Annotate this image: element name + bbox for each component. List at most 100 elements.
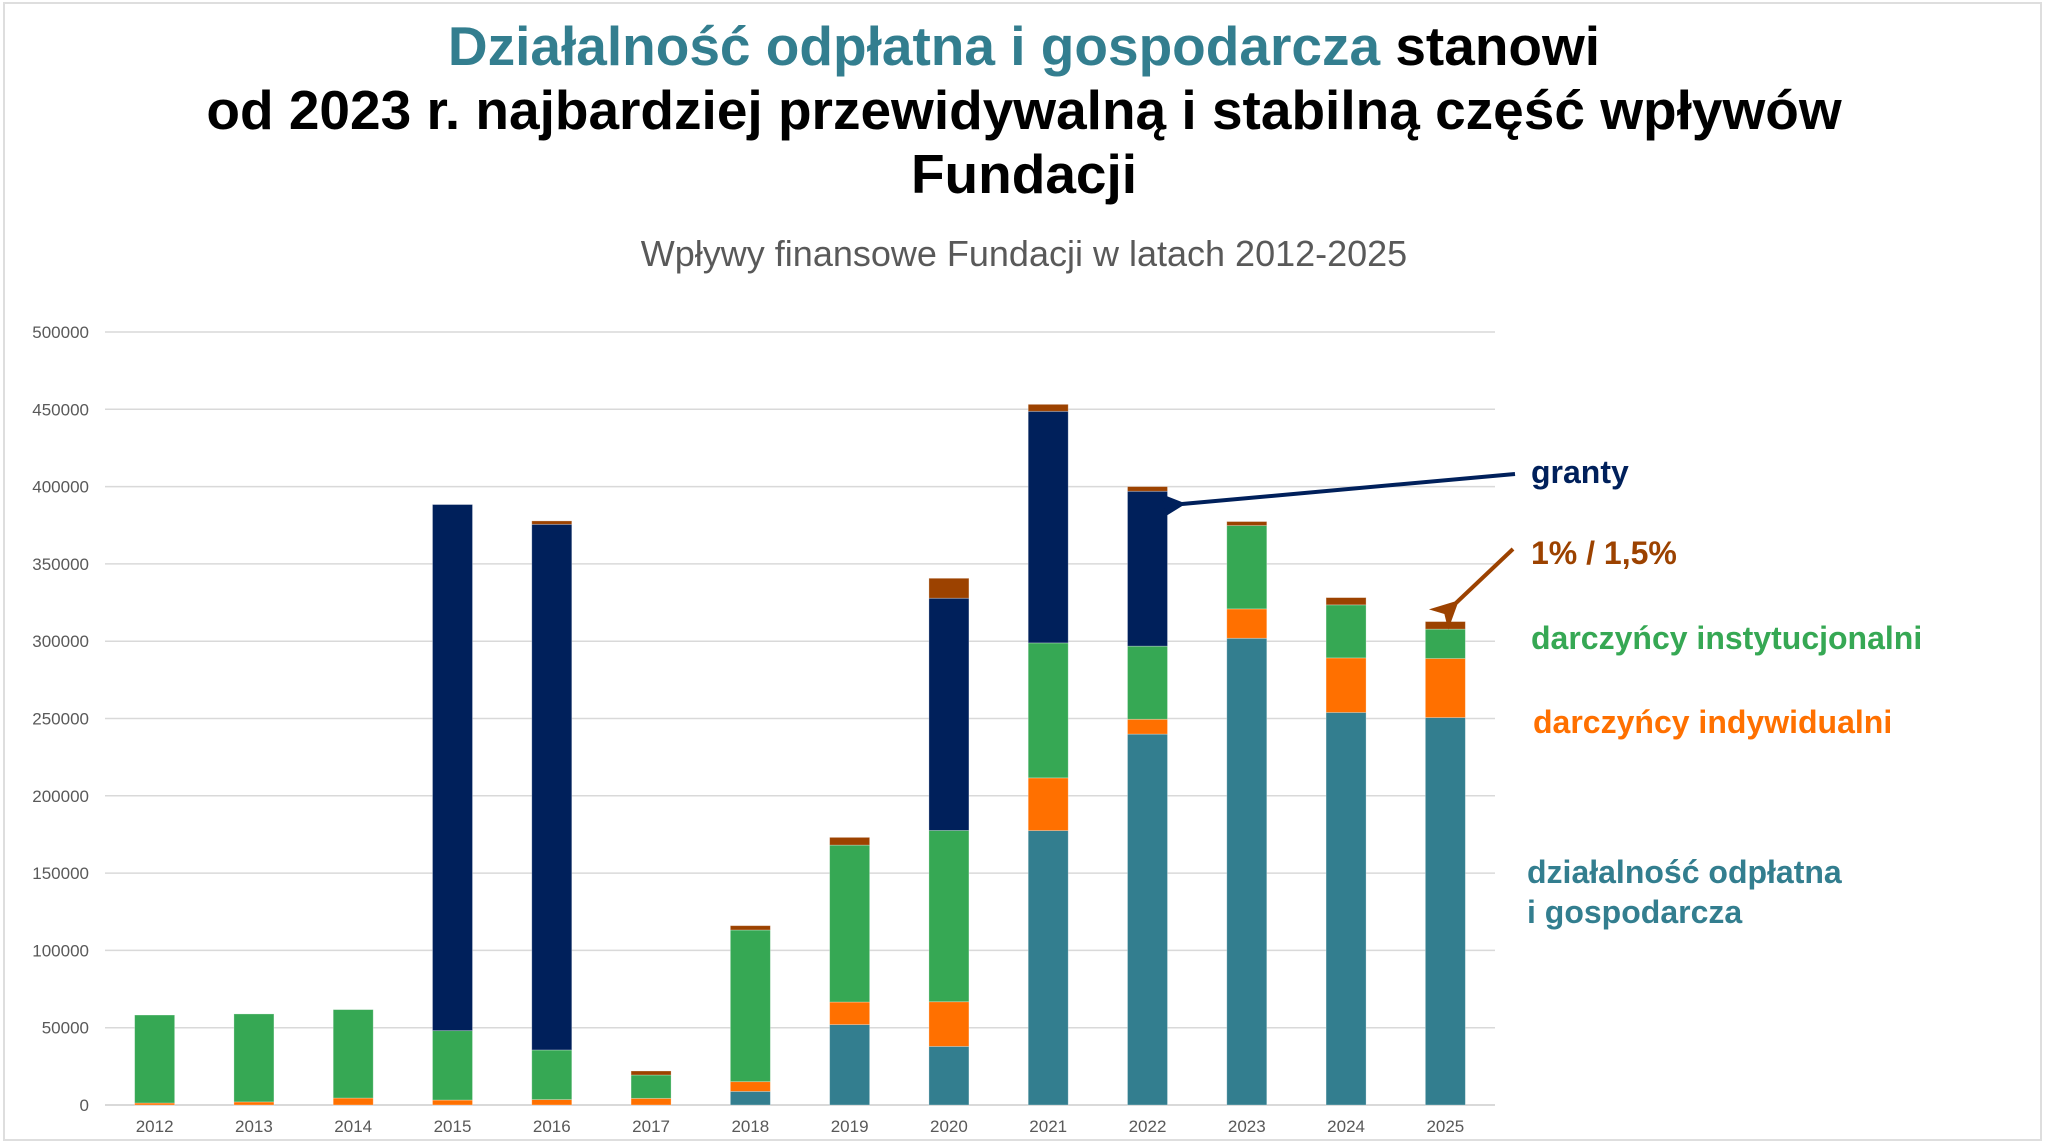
bar-segment-2019-series-4 bbox=[829, 836, 871, 846]
bar-segment-2021-series-2 bbox=[1027, 642, 1069, 779]
x-tick-label: 2024 bbox=[1327, 1117, 1365, 1136]
bar-segment-2025-series-2 bbox=[1424, 628, 1466, 659]
bar-segment-2019-series-1 bbox=[829, 1001, 871, 1026]
x-tick-label: 2017 bbox=[632, 1117, 670, 1136]
bar-segment-2016-series-4 bbox=[531, 520, 573, 525]
bar-stack-2023 bbox=[1226, 521, 1268, 1106]
bar-segment-2017-series-4 bbox=[630, 1070, 672, 1076]
bar-segment-2023-series-0 bbox=[1226, 637, 1268, 1106]
headline-line-3: Fundacji bbox=[910, 143, 1138, 205]
bar-segment-2023-series-2 bbox=[1226, 525, 1268, 610]
bar-segment-2022-series-0 bbox=[1127, 733, 1168, 1106]
bar-stack-2022 bbox=[1127, 486, 1168, 1106]
granty-arrow bbox=[1156, 472, 1516, 521]
x-tick-label: 2020 bbox=[930, 1117, 968, 1136]
bar-segment-2022-series-3 bbox=[1127, 490, 1168, 647]
bar-segment-2017-series-1 bbox=[630, 1097, 672, 1106]
y-tick-label: 100000 bbox=[32, 941, 89, 960]
chart-title: Wpływy finansowe Fundacji w latach 2012-… bbox=[640, 233, 1408, 274]
x-tick-label: 2019 bbox=[831, 1117, 869, 1136]
x-tick-label: 2023 bbox=[1228, 1117, 1266, 1136]
bar-segment-2024-series-4 bbox=[1325, 597, 1367, 606]
x-tick-label: 2022 bbox=[1129, 1117, 1167, 1136]
bar-segment-2022-series-1 bbox=[1127, 718, 1168, 735]
bar-segment-2016-series-2 bbox=[531, 1049, 573, 1100]
x-tick-label: 2021 bbox=[1029, 1117, 1067, 1136]
y-tick-label: 500000 bbox=[32, 323, 89, 342]
bar-segment-2020-series-2 bbox=[928, 830, 970, 1003]
bar-segment-2014-series-1 bbox=[332, 1097, 374, 1106]
x-tick-label: 2015 bbox=[434, 1117, 472, 1136]
bar-segment-2025-series-0 bbox=[1424, 717, 1466, 1106]
bar-segment-2022-series-2 bbox=[1127, 645, 1168, 720]
bar-segment-2016-series-1 bbox=[531, 1099, 573, 1106]
y-axis-ticks: 0 50000 100000 150000 200000 250000 300000 3500… bbox=[32, 323, 89, 1115]
bar-stack-2020 bbox=[928, 577, 970, 1106]
y-tick-label: 150000 bbox=[32, 864, 89, 883]
bar-segment-2015-series-3 bbox=[432, 504, 473, 1032]
bar-stack-2025 bbox=[1424, 621, 1466, 1106]
bar-segment-2016-series-3 bbox=[531, 523, 573, 1051]
annotation-arrows bbox=[1156, 472, 1516, 630]
bar-stack-2012 bbox=[134, 1014, 176, 1106]
bar-segment-2020-series-4 bbox=[928, 577, 970, 599]
bar-stack-2016 bbox=[531, 520, 573, 1106]
x-axis-ticks: 2012 2013 2014 2015 2016 2017 2018 2019 2020 2021… bbox=[136, 1117, 1465, 1136]
bar-segment-2020-series-1 bbox=[928, 1001, 970, 1047]
headline-accent: Działalność odpłatna i gospodarcza bbox=[447, 15, 1381, 77]
slide-frame bbox=[3, 2, 2042, 1141]
x-tick-label: 2012 bbox=[136, 1117, 174, 1136]
bar-stack-2013 bbox=[233, 1013, 275, 1106]
bar-segment-2020-series-3 bbox=[928, 597, 970, 831]
bar-stack-2015 bbox=[432, 504, 473, 1106]
bar-stack-2017 bbox=[630, 1070, 672, 1106]
bar-segment-2021-series-1 bbox=[1027, 777, 1069, 831]
x-tick-label: 2013 bbox=[235, 1117, 273, 1136]
gridlines bbox=[105, 331, 1495, 1106]
bar-segment-2014-series-2 bbox=[332, 1009, 374, 1099]
bar-segment-2019-series-0 bbox=[829, 1024, 871, 1106]
bar-segment-2021-series-3 bbox=[1027, 410, 1069, 644]
bar-segment-2024-series-0 bbox=[1325, 712, 1367, 1106]
bar-segment-2022-series-4 bbox=[1127, 486, 1168, 492]
legend-label-paid-activity-line-2: i gospodarcza bbox=[1527, 894, 1743, 930]
y-tick-label: 450000 bbox=[32, 400, 89, 419]
bar-segment-2025-series-4 bbox=[1424, 621, 1466, 630]
bar-segment-2013-series-2 bbox=[233, 1013, 275, 1103]
y-tick-label: 350000 bbox=[32, 555, 89, 574]
y-tick-label: 0 bbox=[80, 1096, 89, 1115]
bar-segment-2023-series-1 bbox=[1226, 608, 1268, 639]
bar-stack-2024 bbox=[1325, 597, 1367, 1106]
headline-line-1-rest: stanowi bbox=[1380, 15, 1601, 77]
legend-label-granty: granty bbox=[1531, 454, 1629, 490]
x-tick-label: 2025 bbox=[1426, 1117, 1464, 1136]
bar-stack-2021 bbox=[1027, 403, 1069, 1106]
legend-label-institutional-donors: darczyńcy instytucjonalni bbox=[1531, 620, 1923, 656]
bar-segment-2021-series-4 bbox=[1027, 403, 1069, 412]
headline: Działalność odpłatna i gospodarcza stano… bbox=[0, 14, 2048, 206]
x-tick-label: 2014 bbox=[334, 1117, 372, 1136]
bar-stack-2014 bbox=[332, 1009, 374, 1106]
headline-line-1: Działalność odpłatna i gospodarcza stano… bbox=[0, 14, 2048, 78]
bar-stack-2018 bbox=[729, 925, 771, 1106]
legend-label-individual-donors: darczyńcy indywidualni bbox=[1533, 704, 1893, 740]
legend-label-paid-activity: działalność odpłatna i gospodarcza bbox=[1527, 852, 1842, 932]
bar-segment-2018-series-4 bbox=[729, 925, 771, 931]
y-tick-label: 50000 bbox=[42, 1019, 89, 1038]
bar-segment-2018-series-2 bbox=[729, 929, 771, 1083]
bar-segment-2024-series-2 bbox=[1325, 604, 1367, 659]
bar-segment-2015-series-1 bbox=[432, 1099, 473, 1106]
one-percent-arrow bbox=[1428, 547, 1515, 630]
bar-segment-2012-series-2 bbox=[134, 1014, 176, 1104]
bar-segment-2018-series-0 bbox=[729, 1090, 771, 1106]
x-tick-label: 2016 bbox=[533, 1117, 571, 1136]
bar-segment-2013-series-1 bbox=[233, 1101, 275, 1106]
x-tick-label: 2018 bbox=[731, 1117, 769, 1136]
bar-segment-2018-series-1 bbox=[729, 1081, 771, 1092]
bar-segment-2023-series-4 bbox=[1226, 521, 1268, 526]
bar-segment-2024-series-1 bbox=[1325, 657, 1367, 713]
bar-stack-2019 bbox=[829, 836, 871, 1106]
bar-segment-2017-series-2 bbox=[630, 1074, 672, 1099]
bar-segment-2015-series-2 bbox=[432, 1030, 473, 1101]
bar-segment-2021-series-0 bbox=[1027, 830, 1069, 1106]
